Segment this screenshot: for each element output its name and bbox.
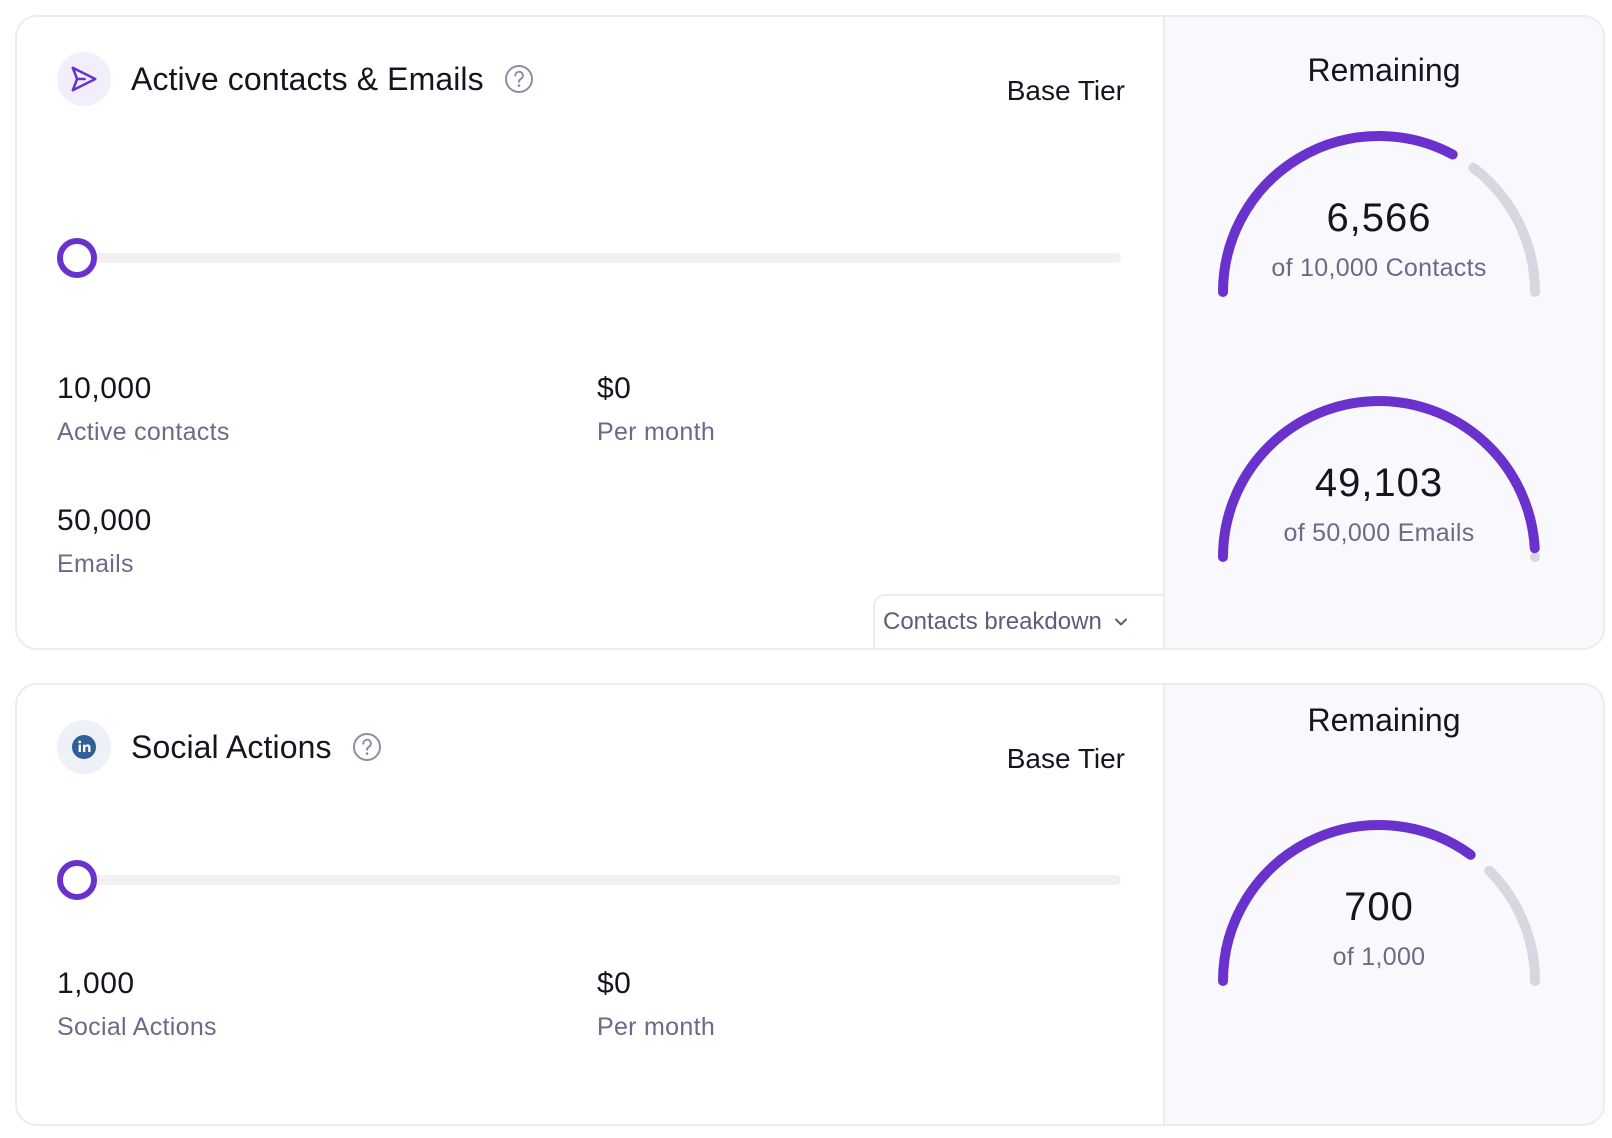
social-actions-slider[interactable] <box>57 860 1121 900</box>
slider-handle[interactable] <box>57 860 97 900</box>
emails-gauge: 49,103 of 50,000 Emails <box>1201 379 1557 575</box>
slider-track[interactable] <box>77 875 1121 885</box>
tier-label: Base Tier <box>1006 743 1125 774</box>
plan-section: Active contacts & Emails Base Tier 10,00… <box>17 17 1163 648</box>
gauge-fill-arc <box>1218 131 1458 297</box>
slider-track[interactable] <box>77 253 1121 263</box>
stat-value: $0 <box>597 372 632 405</box>
gauge-subtitle: of 10,000 Contacts <box>1271 254 1487 282</box>
help-icon[interactable] <box>504 64 534 94</box>
stat-label: Per month <box>597 418 716 446</box>
price-stat: $0 Per month <box>597 372 715 447</box>
stat-value: 1,000 <box>57 967 135 1000</box>
stat-label: Emails <box>57 550 134 578</box>
gauge-value: 6,566 <box>1326 196 1432 240</box>
social-actions-gauge: 700 of 1,000 <box>1201 803 1557 999</box>
contacts-slider[interactable] <box>57 238 1121 278</box>
gauge-value: 49,103 <box>1314 461 1444 505</box>
social-actions-card: Social Actions Base Tier 1,000 Social Ac… <box>15 683 1605 1126</box>
price-stat: $0 Per month <box>597 967 715 1042</box>
emails-stat: 50,000 Emails <box>57 504 152 579</box>
stat-label: Social Actions <box>57 1013 217 1041</box>
breakdown-label: Contacts breakdown <box>883 608 1102 635</box>
contacts-gauge: 6,566 of 10,000 Contacts <box>1201 114 1557 310</box>
remaining-title: Remaining <box>1307 52 1461 88</box>
gauge-fill-arc <box>1218 396 1540 562</box>
gauge-value: 700 <box>1344 885 1414 929</box>
card-title: Active contacts & Emails <box>131 60 484 97</box>
gauge-subtitle: of 1,000 <box>1332 943 1426 971</box>
send-icon <box>57 52 111 106</box>
card-title: Social Actions <box>131 728 332 765</box>
gauge-track-arc <box>1468 162 1540 297</box>
active-contacts-card: Active contacts & Emails Base Tier 10,00… <box>15 15 1605 650</box>
tier-label: Base Tier <box>1006 75 1125 106</box>
remaining-panel: Remaining 700 of 1,000 <box>1163 685 1603 1124</box>
social-actions-stat: 1,000 Social Actions <box>57 967 217 1042</box>
help-icon[interactable] <box>352 732 382 762</box>
gauge-fill-arc <box>1218 820 1476 986</box>
linkedin-icon <box>57 720 111 774</box>
stat-label: Per month <box>597 1013 716 1041</box>
active-contacts-stat: 10,000 Active contacts <box>57 372 230 447</box>
contacts-breakdown-toggle[interactable]: Contacts breakdown <box>873 594 1163 648</box>
plan-section: Social Actions Base Tier 1,000 Social Ac… <box>17 685 1163 1124</box>
stat-label: Active contacts <box>57 418 230 446</box>
slider-handle[interactable] <box>57 238 97 278</box>
remaining-panel: Remaining 6,566 of 10,000 Contacts 49,10… <box>1163 17 1603 648</box>
card-header: Social Actions <box>57 719 382 775</box>
stat-value: 10,000 <box>57 372 152 405</box>
gauge-subtitle: of 50,000 Emails <box>1283 519 1475 547</box>
stat-value: 50,000 <box>57 504 152 537</box>
stat-value: $0 <box>597 967 632 1000</box>
chevron-down-icon <box>1114 618 1127 626</box>
card-header: Active contacts & Emails <box>57 51 534 107</box>
remaining-title: Remaining <box>1307 702 1461 738</box>
gauge-track-arc <box>1484 865 1540 986</box>
